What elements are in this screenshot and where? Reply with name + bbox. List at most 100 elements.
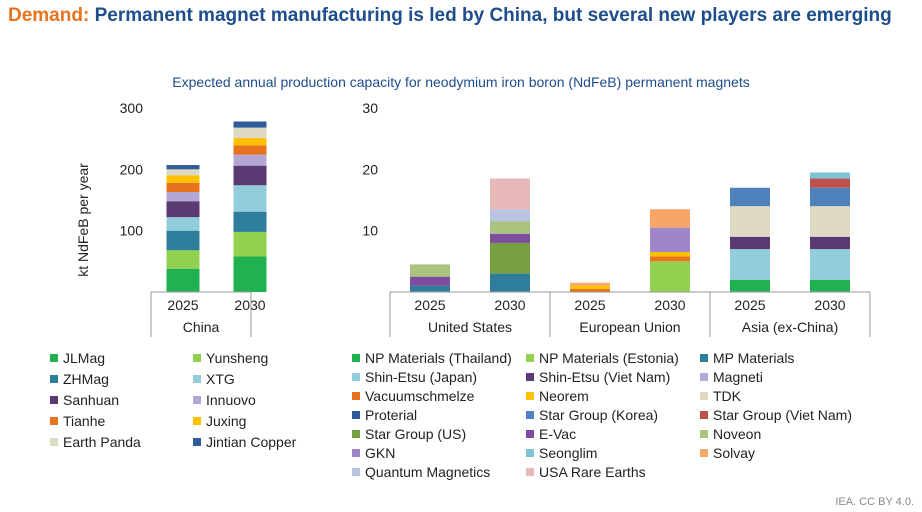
bar-segment: [730, 236, 770, 250]
chart-title: Demand: Permanent magnet manufacturing i…: [8, 4, 908, 28]
legend-item: Innuovo: [193, 392, 256, 408]
legend-item: Tianhe: [50, 413, 105, 429]
bar-segment: [166, 165, 200, 170]
legend-item: Noveon: [700, 426, 761, 442]
legend-label: Shin-Etsu (Viet Nam): [539, 369, 671, 385]
legend-swatch: [193, 396, 201, 404]
legend-swatch: [526, 411, 534, 419]
bar-segment: [650, 227, 690, 253]
legend-swatch: [352, 449, 360, 457]
bar-segment: [810, 206, 850, 237]
bar-segment: [490, 233, 530, 243]
legend-label: Vacuumschmelze: [365, 388, 475, 404]
legend-swatch: [50, 354, 58, 362]
legend-label: USA Rare Earths: [539, 464, 646, 480]
bar-segment: [650, 209, 690, 228]
x-tick-label: 2030: [654, 297, 685, 313]
bar-segment: [730, 249, 770, 280]
legend-swatch: [526, 373, 534, 381]
y-tick-label: 20: [362, 161, 378, 177]
legend-item: Star Group (US): [352, 426, 466, 442]
x-tick-label: 2025: [734, 297, 765, 313]
legend-label: Yunsheng: [206, 350, 269, 366]
bar-segment: [166, 175, 200, 183]
legend-swatch: [526, 449, 534, 457]
legend-label: MP Materials: [713, 350, 795, 366]
bar-segment: [810, 187, 850, 207]
legend-label: Innuovo: [206, 392, 256, 408]
legend-item: Star Group (Viet Nam): [700, 407, 852, 423]
legend-swatch: [193, 417, 201, 425]
x-tick-label: 2030: [814, 297, 845, 313]
bar-segment: [233, 145, 267, 155]
bar-segment: [490, 242, 530, 274]
legend-label: Solvay: [713, 445, 756, 461]
legend-swatch: [700, 373, 708, 381]
legend-item: XTG: [193, 371, 235, 387]
legend-label: NP Materials (Thailand): [365, 350, 512, 366]
y-axis-label: kt NdFeB per year: [75, 163, 91, 277]
legend-swatch: [526, 392, 534, 400]
x-tick-label: 2025: [414, 297, 445, 313]
legend-label: Seonglim: [539, 445, 598, 461]
legend-swatch: [352, 430, 360, 438]
bar-segment: [233, 231, 267, 257]
bar-segment: [810, 249, 850, 280]
group-label: Asia (ex-China): [742, 319, 838, 335]
bar-segment: [233, 211, 267, 232]
bar-segment: [570, 288, 610, 292]
legend-swatch: [193, 438, 201, 446]
bar-segment: [166, 169, 200, 176]
legend-swatch: [193, 375, 201, 383]
legend-label: Proterial: [365, 407, 418, 423]
y-tick-label: 100: [120, 223, 144, 239]
legend-swatch: [50, 438, 58, 446]
bar-segment: [410, 276, 450, 286]
legend-label: NP Materials (Estonia): [539, 350, 679, 366]
legend-label: Tianhe: [63, 413, 106, 429]
legend-label: Earth Panda: [63, 434, 141, 450]
legend-item: Seonglim: [526, 445, 597, 461]
bar-segment: [233, 138, 267, 146]
legend-swatch: [50, 417, 58, 425]
legend-swatch: [700, 430, 708, 438]
group-label: China: [183, 319, 220, 335]
legend-item: USA Rare Earths: [526, 464, 646, 480]
legend-label: Jintian Copper: [206, 434, 297, 450]
legend-label: TDK: [713, 388, 741, 404]
legend-item: Jintian Copper: [193, 434, 296, 450]
legend-label: Star Group (US): [365, 426, 467, 442]
bar-segment: [410, 264, 450, 277]
x-tick-label: 2030: [494, 297, 525, 313]
legend-swatch: [700, 411, 708, 419]
legend-item: Proterial: [352, 407, 417, 423]
chart-subtitle: Expected annual production capacity for …: [172, 74, 750, 90]
legend-swatch: [526, 354, 534, 362]
bar-segment: [166, 230, 200, 251]
bar-segment: [810, 279, 850, 292]
legend-label: E-Vac: [539, 426, 577, 442]
legend-label: Star Group (Viet Nam): [713, 407, 853, 423]
legend-swatch: [50, 375, 58, 383]
legend-item: Neorem: [526, 388, 589, 404]
bar-segment: [233, 154, 267, 166]
legend-label: Magneti: [713, 369, 763, 385]
legend-label: JLMag: [63, 350, 106, 366]
y-tick-label: 10: [362, 223, 378, 239]
legend-label: Noveon: [713, 426, 762, 442]
bar-segment: [650, 261, 690, 292]
bar-segment: [166, 182, 200, 193]
bar-segment: [650, 256, 690, 262]
legend-item: Magneti: [700, 369, 763, 385]
legend-swatch: [700, 392, 708, 400]
bar-segment: [650, 252, 690, 257]
legend-item: Earth Panda: [50, 434, 141, 450]
bar-segment: [490, 273, 530, 292]
bar-segment: [570, 285, 610, 289]
legend-item: Quantum Magnetics: [352, 464, 490, 480]
legend-label: Quantum Magnetics: [365, 464, 491, 480]
legend-swatch: [352, 411, 360, 419]
bar-segment: [490, 221, 530, 234]
legend-label: Star Group (Korea): [539, 407, 659, 423]
legend-item: Star Group (Korea): [526, 407, 658, 423]
